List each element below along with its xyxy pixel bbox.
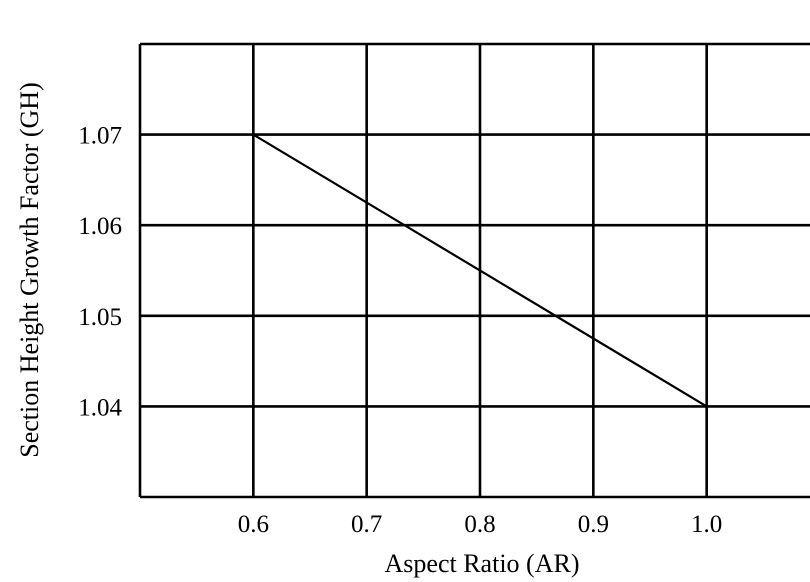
y-tick-label: 1.07 xyxy=(78,123,122,150)
y-axis-label: Section Height Growth Factor (GH) xyxy=(15,82,44,457)
series-group xyxy=(252,133,708,408)
series-line-0 xyxy=(252,133,708,408)
y-tick-labels: 1.07 1.06 1.05 1.04 xyxy=(78,123,122,422)
x-tick-label: 1.0 xyxy=(691,511,722,538)
y-tick-label: 1.06 xyxy=(78,213,122,240)
x-tick-label: 0.6 xyxy=(238,511,269,538)
grid xyxy=(138,42,810,499)
x-tick-label: 0.7 xyxy=(351,511,382,538)
x-tick-label: 0.8 xyxy=(464,511,495,538)
y-tick-label: 1.04 xyxy=(78,394,122,421)
x-tick-labels: 0.6 0.7 0.8 0.9 1.0 xyxy=(238,511,723,538)
x-axis-label: Aspect Ratio (AR) xyxy=(385,549,580,578)
x-tick-label: 0.9 xyxy=(578,511,609,538)
y-tick-label: 1.05 xyxy=(78,304,122,331)
